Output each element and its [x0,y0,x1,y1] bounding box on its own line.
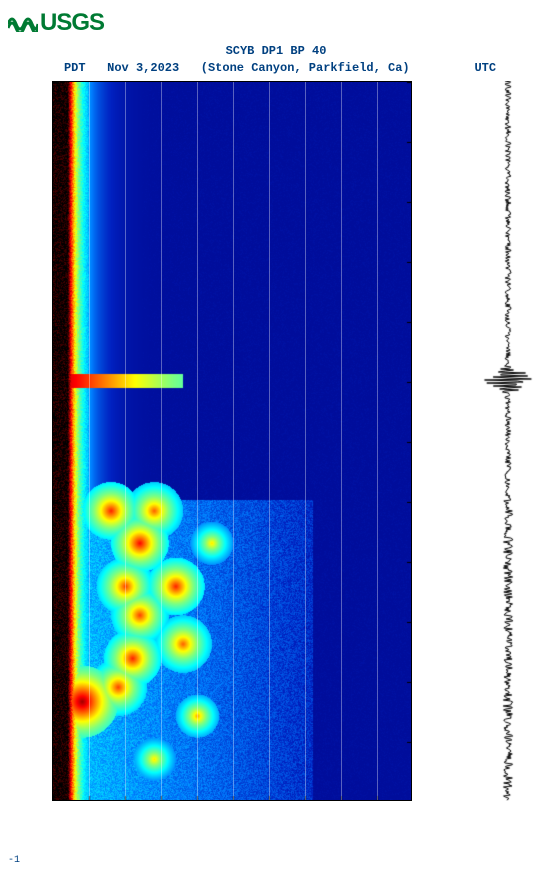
plot-area: FREQUENCY (HZ) 08:0008:1008:2008:3008:40… [8,81,544,851]
gridline [305,82,306,800]
gridline [341,82,342,800]
seismogram-canvas [478,81,538,801]
tz-right: UTC [474,61,496,75]
gridline [161,82,162,800]
tz-left: PDT [64,61,86,75]
usgs-logo: USGS [8,8,544,37]
gridline [89,82,90,800]
chart-header: SCYB DP1 BP 40 PDT Nov 3,2023 (Stone Can… [8,43,544,77]
gridline [197,82,198,800]
location: (Stone Canyon, Parkfield, Ca) [201,61,410,75]
seismogram [478,81,538,801]
date: Nov 3,2023 [107,61,179,75]
chart-title: SCYB DP1 BP 40 [8,43,544,60]
logo-text: USGS [40,9,104,37]
gridline [377,82,378,800]
gridline [233,82,234,800]
gridline [269,82,270,800]
footer-mark: -1 [8,855,544,866]
spectrogram: FREQUENCY (HZ) 08:0008:1008:2008:3008:40… [52,81,412,801]
logo-wave-icon [8,8,38,37]
gridline [125,82,126,800]
